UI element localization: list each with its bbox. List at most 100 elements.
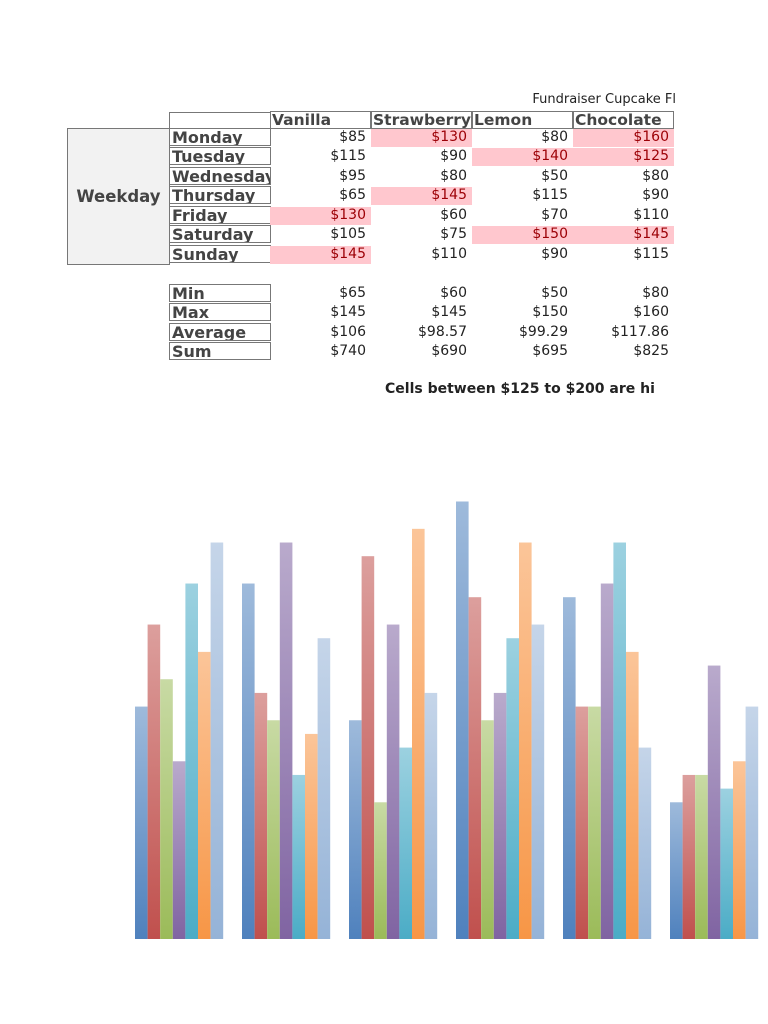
bar-friday-series-6 — [626, 651, 639, 939]
bar-friday-series-2 — [575, 706, 589, 939]
bar-tuesday-series-4 — [279, 542, 293, 939]
stat-cell[interactable]: $695 — [532, 343, 568, 359]
stat-cell[interactable]: $99.29 — [519, 324, 568, 340]
bar-tuesday-series-5 — [292, 774, 305, 939]
table-cell[interactable]: $90 — [642, 187, 669, 203]
bar-saturday-series-4 — [707, 665, 721, 939]
stat-cell[interactable]: $98.57 — [418, 324, 467, 340]
table-cell[interactable]: $145 — [371, 187, 472, 205]
stat-cell[interactable]: $50 — [541, 285, 568, 301]
table-cell[interactable]: $90 — [440, 148, 467, 164]
row-header-tuesday[interactable]: Tuesday — [169, 147, 271, 165]
table-cell[interactable]: $115 — [532, 187, 568, 203]
stat-cell[interactable]: $80 — [642, 285, 669, 301]
table-cell[interactable]: $145 — [573, 226, 674, 244]
table-cell[interactable]: $115 — [633, 246, 669, 262]
table-cell[interactable]: $140 — [472, 148, 573, 166]
bar-monday-series-7 — [210, 542, 224, 939]
bar-monday-series-5 — [185, 583, 198, 939]
bar-wednesday-series-3 — [374, 802, 387, 939]
sheet-title: Fundraiser Cupcake Fl — [532, 92, 676, 107]
bar-friday-series-3 — [588, 706, 601, 939]
table-cell[interactable]: $110 — [431, 246, 467, 262]
row-header-saturday[interactable]: Saturday — [169, 225, 271, 243]
table-cell[interactable]: $65 — [339, 187, 366, 203]
bar-tuesday-series-1 — [242, 583, 255, 939]
stat-cell[interactable]: $145 — [330, 304, 366, 320]
row-header-friday[interactable]: Friday — [169, 206, 271, 224]
bar-saturday-series-5 — [720, 788, 733, 939]
table-cell[interactable]: $50 — [541, 168, 568, 184]
table-cell[interactable]: $125 — [573, 148, 674, 166]
stat-cell[interactable]: $690 — [431, 343, 467, 359]
bar-monday-series-6 — [198, 651, 211, 939]
table-cell[interactable]: $70 — [541, 207, 568, 223]
bar-wednesday-series-6 — [412, 528, 425, 939]
row-header-wednesday[interactable]: Wednesday — [169, 167, 271, 185]
bar-friday-series-4 — [600, 583, 614, 939]
highlight-note: Cells between $125 to $200 are hi — [385, 381, 655, 397]
row-header-thursday[interactable]: Thursday — [169, 186, 271, 204]
stat-cell[interactable]: $65 — [339, 285, 366, 301]
bar-thursday-series-3 — [481, 720, 494, 939]
bar-tuesday-series-3 — [267, 720, 280, 939]
stat-label-average[interactable]: Average — [169, 323, 271, 341]
row-header-sunday[interactable]: Sunday — [169, 245, 271, 263]
stat-label-sum[interactable]: Sum — [169, 342, 271, 360]
table-cell[interactable]: $145 — [270, 246, 371, 264]
stat-label-min[interactable]: Min — [169, 284, 271, 302]
bar-wednesday-series-2 — [361, 556, 375, 939]
bar-tuesday-series-7 — [317, 638, 331, 939]
column-header-lemon[interactable]: Lemon — [472, 111, 573, 129]
bar-wednesday-series-7 — [424, 692, 438, 939]
bar-saturday-series-3 — [695, 774, 708, 939]
table-cell[interactable]: $80 — [541, 129, 568, 145]
table-cell[interactable]: $95 — [339, 168, 366, 184]
bar-thursday-series-6 — [519, 542, 532, 939]
weekday-group-label[interactable]: Weekday — [67, 128, 170, 265]
column-header-vanilla[interactable]: Vanilla — [270, 111, 371, 129]
table-cell[interactable]: $60 — [440, 207, 467, 223]
stat-cell[interactable]: $825 — [633, 343, 669, 359]
table-cell[interactable]: $150 — [472, 226, 573, 244]
stat-cell[interactable]: $145 — [431, 304, 467, 320]
table-cell[interactable]: $115 — [330, 148, 366, 164]
bar-monday-series-4 — [172, 761, 186, 939]
stat-cell[interactable]: $150 — [532, 304, 568, 320]
column-header-chocolate[interactable]: Chocolate — [573, 111, 674, 129]
stat-cell[interactable]: $160 — [633, 304, 669, 320]
stat-cell[interactable]: $60 — [440, 285, 467, 301]
bar-tuesday-series-2 — [254, 692, 268, 939]
stat-label-max[interactable]: Max — [169, 303, 271, 321]
bar-thursday-series-1 — [456, 501, 469, 939]
table-cell[interactable]: $160 — [573, 129, 674, 147]
bar-thursday-series-4 — [493, 692, 507, 939]
table-cell[interactable]: $130 — [270, 207, 371, 225]
bar-saturday-series-6 — [733, 761, 746, 939]
bar-saturday-series-2 — [682, 774, 696, 939]
table-cell[interactable]: $75 — [440, 226, 467, 242]
table-cell[interactable]: $90 — [541, 246, 568, 262]
bar-monday-series-1 — [135, 706, 148, 939]
bar-friday-series-1 — [563, 597, 576, 939]
table-cell[interactable]: $110 — [633, 207, 669, 223]
table-cell[interactable]: $80 — [440, 168, 467, 184]
table-cell[interactable]: $105 — [330, 226, 366, 242]
bar-saturday-series-7 — [745, 706, 759, 939]
bar-monday-series-3 — [160, 679, 173, 939]
stat-cell[interactable]: $117.86 — [611, 324, 669, 340]
bar-wednesday-series-5 — [399, 747, 412, 939]
stat-cell[interactable]: $740 — [330, 343, 366, 359]
column-header-strawberry[interactable]: Strawberry — [371, 111, 472, 129]
stat-cell[interactable]: $106 — [330, 324, 366, 340]
bar-friday-series-7 — [638, 747, 652, 939]
bar-wednesday-series-4 — [386, 624, 400, 939]
bar-tuesday-series-6 — [305, 733, 318, 939]
bar-wednesday-series-1 — [349, 720, 362, 939]
table-cell[interactable]: $130 — [371, 129, 472, 147]
row-header-monday[interactable]: Monday — [169, 128, 271, 146]
table-cell[interactable]: $85 — [339, 129, 366, 145]
bar-thursday-series-2 — [468, 597, 482, 939]
table-cell[interactable]: $80 — [642, 168, 669, 184]
